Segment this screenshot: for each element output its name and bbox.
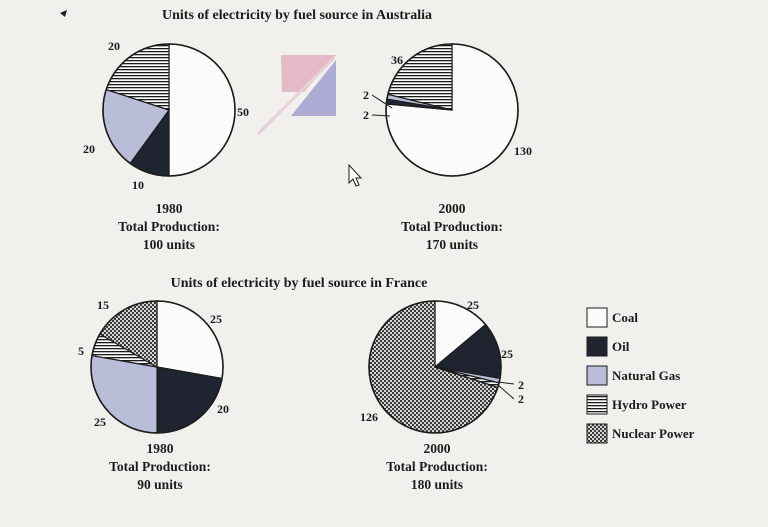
caption-fr-1980: 1980 Total Production: 90 units xyxy=(109,441,211,492)
label-fr2000-oil: 25 xyxy=(501,347,513,361)
label-au1980-oil: 10 xyxy=(132,178,144,192)
caption-fr2000-year: 2000 xyxy=(424,441,451,456)
legend-swatch-oil xyxy=(586,336,608,357)
pie-fr-1980-slice-oil xyxy=(156,366,223,434)
label-fr1980-nuclear: 15 xyxy=(97,298,109,312)
pie-fr-1980-outline xyxy=(90,300,224,434)
label-fr2000-nuclear: 126 xyxy=(360,410,378,424)
caption-fr1980-year: 1980 xyxy=(147,441,174,456)
legend-swatch-coal xyxy=(586,307,608,328)
label-fr2000-gas: 2 xyxy=(518,378,524,392)
watermark-logo xyxy=(256,55,336,136)
label-au2000-oil: 2 xyxy=(363,108,369,122)
label-au1980-hydro: 20 xyxy=(108,39,120,53)
legend-label-natural-gas: Natural Gas xyxy=(612,368,680,383)
legend-item-hydro-power: Hydro Power xyxy=(586,394,687,415)
caption-au1980-total-value: 100 units xyxy=(143,237,195,252)
label-au1980-coal: 50 xyxy=(237,105,249,119)
legend-swatch-nuclear-power xyxy=(586,423,608,444)
leader-lines xyxy=(371,94,515,400)
caption-au1980-total-label: Total Production: xyxy=(118,219,220,234)
legend-label-hydro-power: Hydro Power xyxy=(612,397,687,412)
label-au2000-gas: 2 xyxy=(363,88,369,102)
pie-france-1980 xyxy=(90,300,224,434)
legend-item-natural-gas: Natural Gas xyxy=(586,365,680,386)
caption-au2000-total-label: Total Production: xyxy=(401,219,503,234)
label-fr1980-oil: 20 xyxy=(217,402,229,416)
caption-au-2000: 2000 Total Production: 170 units xyxy=(401,201,503,252)
label-au2000-coal: 130 xyxy=(514,144,532,158)
pie-france-2000 xyxy=(368,300,502,434)
caption-au-1980: 1980 Total Production: 100 units xyxy=(118,201,220,252)
label-fr1980-coal: 25 xyxy=(210,312,222,326)
label-au2000-hydro: 36 xyxy=(391,53,403,67)
pie-au-1980-outline xyxy=(102,43,236,177)
pie-australia-2000 xyxy=(385,43,519,177)
legend-item-oil: Oil xyxy=(586,336,630,357)
caption-fr1980-total-label: Total Production: xyxy=(109,459,211,474)
legend-label-coal: Coal xyxy=(612,310,638,325)
caption-au2000-total-value: 170 units xyxy=(426,237,478,252)
corner-mark-icon xyxy=(60,10,67,17)
caption-fr-2000: 2000 Total Production: 180 units xyxy=(386,441,488,492)
chart-title-france: Units of electricity by fuel source in F… xyxy=(171,276,428,291)
caption-au2000-year: 2000 xyxy=(439,201,466,216)
legend-label-nuclear-power: Nuclear Power xyxy=(612,426,695,441)
pie-fr-2000-outline xyxy=(368,300,502,434)
label-fr2000-coal: 25 xyxy=(467,298,479,312)
legend-item-coal: Coal xyxy=(586,307,638,328)
label-au1980-gas: 20 xyxy=(83,142,95,156)
caption-au1980-year: 1980 xyxy=(156,201,183,216)
chart-title-australia: Units of electricity by fuel source in A… xyxy=(162,8,432,23)
caption-fr2000-total-label: Total Production: xyxy=(386,459,488,474)
legend-swatch-natural-gas xyxy=(586,365,608,386)
legend-item-nuclear-power: Nuclear Power xyxy=(586,423,695,444)
label-fr1980-gas: 25 xyxy=(94,415,106,429)
pie-australia-1980 xyxy=(102,43,236,177)
legend: Coal Oil Natural Gas Hydro Power Nuclear… xyxy=(586,307,695,444)
pie-au-1980-slice-coal xyxy=(168,43,236,177)
caption-fr1980-total-value: 90 units xyxy=(137,477,182,492)
label-fr2000-hydro: 2 xyxy=(518,392,524,406)
legend-swatch-hydro-power xyxy=(586,394,608,415)
pie-au-2000-outline xyxy=(385,43,519,177)
caption-fr2000-total-value: 180 units xyxy=(411,477,463,492)
mouse-cursor-icon xyxy=(348,163,363,187)
legend-label-oil: Oil xyxy=(612,339,630,354)
label-fr1980-hydro: 5 xyxy=(78,344,84,358)
